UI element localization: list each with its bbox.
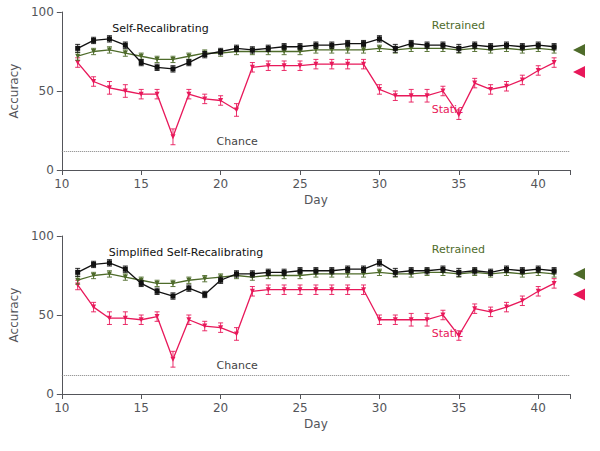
svg-text:25: 25 — [292, 401, 307, 415]
svg-text:30: 30 — [372, 401, 387, 415]
svg-text:Retrained: Retrained — [432, 243, 485, 256]
svg-text:20: 20 — [213, 401, 228, 415]
svg-text:Chance: Chance — [217, 135, 258, 148]
svg-text:Static: Static — [432, 327, 463, 340]
svg-text:25: 25 — [292, 177, 307, 191]
svg-text:Accuracy: Accuracy — [7, 64, 21, 119]
svg-text:0: 0 — [46, 163, 54, 177]
svg-text:Accuracy: Accuracy — [7, 288, 21, 343]
svg-text:Retrained: Retrained — [432, 19, 485, 32]
svg-text:10: 10 — [54, 177, 69, 191]
svg-text:15: 15 — [134, 401, 149, 415]
svg-text:10: 10 — [54, 401, 69, 415]
svg-text:Day: Day — [304, 193, 328, 207]
svg-text:20: 20 — [213, 177, 228, 191]
svg-text:Static: Static — [432, 103, 463, 116]
svg-text:0: 0 — [46, 387, 54, 401]
svg-text:35: 35 — [451, 177, 466, 191]
svg-text:30: 30 — [372, 177, 387, 191]
svg-text:50: 50 — [39, 308, 54, 322]
svg-text:15: 15 — [134, 177, 149, 191]
svg-text:100: 100 — [31, 5, 54, 19]
svg-text:40: 40 — [531, 177, 546, 191]
svg-text:Day: Day — [304, 417, 328, 431]
svg-text:40: 40 — [531, 401, 546, 415]
svg-text:Self-Recalibrating: Self-Recalibrating — [112, 22, 208, 35]
svg-text:100: 100 — [31, 229, 54, 243]
svg-text:35: 35 — [451, 401, 466, 415]
svg-text:Simplified Self-Recalibrating: Simplified Self-Recalibrating — [109, 246, 263, 259]
svg-text:Chance: Chance — [217, 359, 258, 372]
svg-text:50: 50 — [39, 84, 54, 98]
